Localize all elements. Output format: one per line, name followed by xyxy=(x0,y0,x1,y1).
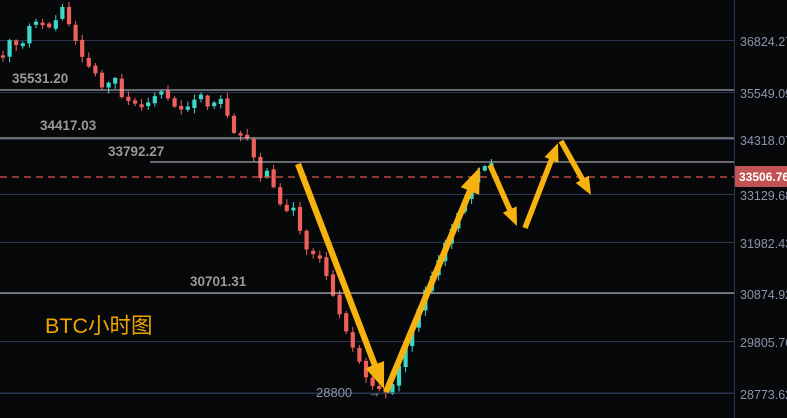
svg-text:→: → xyxy=(368,385,381,400)
svg-text:34318.07: 34318.07 xyxy=(740,134,787,148)
svg-text:33129.68: 33129.68 xyxy=(740,189,787,203)
svg-text:33506.76: 33506.76 xyxy=(739,170,787,184)
svg-text:29805.76: 29805.76 xyxy=(740,336,787,350)
svg-text:28800: 28800 xyxy=(316,385,352,400)
svg-text:31982.43: 31982.43 xyxy=(740,237,787,251)
svg-text:33792.27: 33792.27 xyxy=(108,144,164,159)
svg-text:BTC小时图: BTC小时图 xyxy=(45,314,153,338)
svg-text:36824.27: 36824.27 xyxy=(740,35,787,49)
svg-text:30874.92: 30874.92 xyxy=(740,288,787,302)
svg-text:34417.03: 34417.03 xyxy=(40,118,97,133)
svg-text:28773.62: 28773.62 xyxy=(740,388,787,402)
svg-text:30701.31: 30701.31 xyxy=(190,274,247,289)
svg-text:35549.09: 35549.09 xyxy=(740,87,787,101)
svg-text:35531.20: 35531.20 xyxy=(12,71,68,86)
